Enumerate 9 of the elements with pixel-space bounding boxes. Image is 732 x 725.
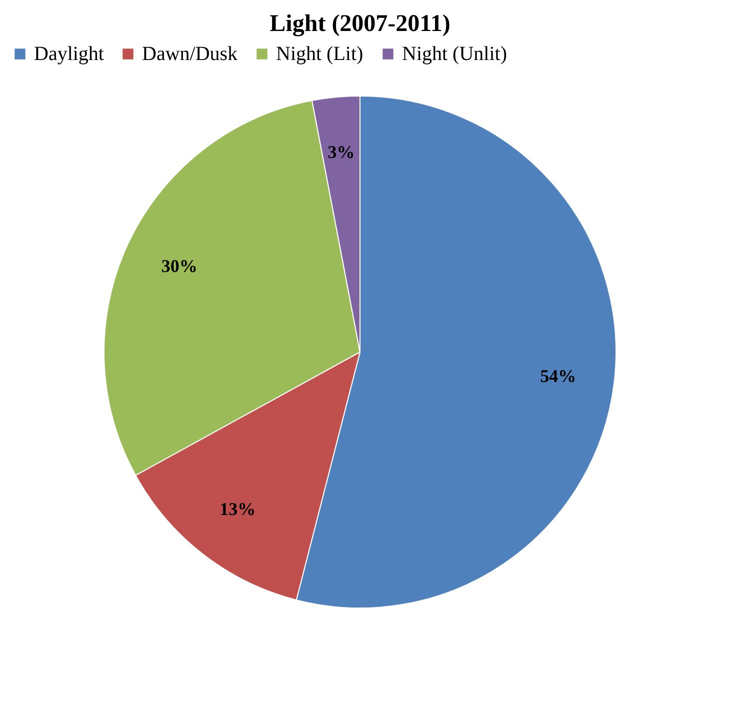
data-label: 13% <box>220 498 256 519</box>
data-label: 54% <box>540 366 576 386</box>
data-label: 30% <box>161 256 198 276</box>
chart-title: Light (2007-2011) <box>270 11 450 37</box>
legend-label: Daylight <box>34 43 104 65</box>
legend-label: Night (Lit) <box>276 43 364 65</box>
legend-label: Dawn/Dusk <box>142 43 238 65</box>
data-label: 3% <box>328 142 355 162</box>
legend-label: Night (Unlit) <box>402 43 507 65</box>
